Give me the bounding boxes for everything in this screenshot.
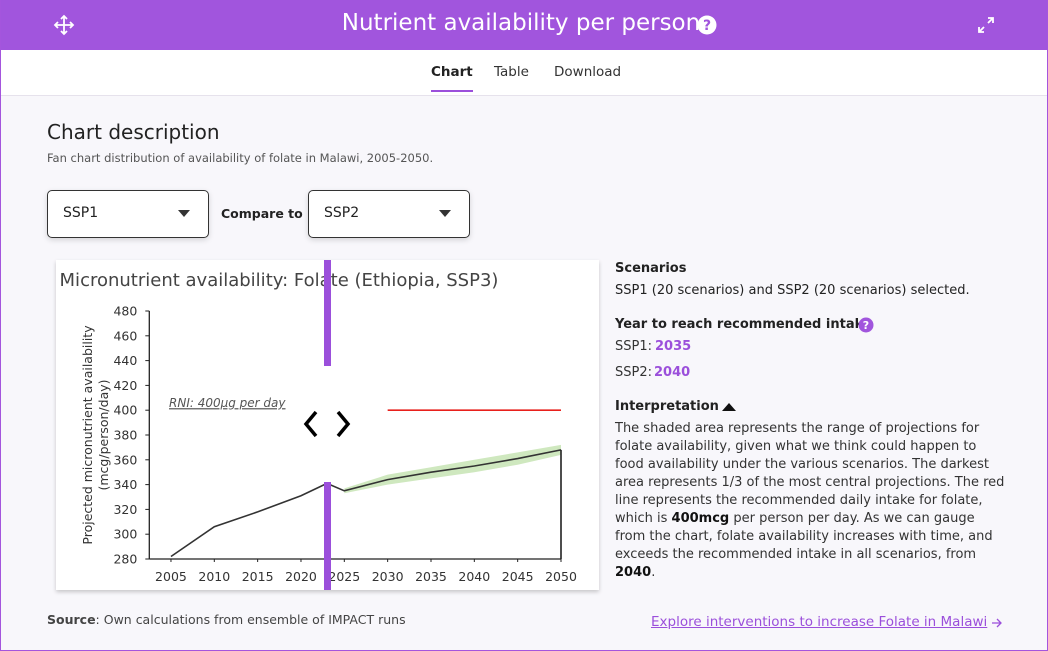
caret — [178, 210, 190, 217]
interpretation-text: The shaded area represents the range of … — [615, 420, 1005, 582]
expand-icon[interactable] — [976, 15, 996, 35]
select-value: SSP2 — [324, 205, 360, 221]
y-tick-label: 460 — [113, 328, 137, 343]
text-run: per person per day. As we can gauge from… — [615, 511, 993, 562]
text-run: The shaded area represents the range of … — [615, 421, 1005, 526]
y-tick-label: 380 — [113, 428, 137, 443]
line — [170, 449, 562, 558]
source: Source: Own calculations from ensemble o… — [47, 612, 406, 627]
y-tick-label: 300 — [113, 527, 137, 542]
description-title: Chart description — [47, 120, 220, 144]
description-text: Fan chart distribution of availability o… — [47, 151, 434, 165]
x-tick-label: 2035 — [415, 569, 447, 584]
year-value: 2035 — [655, 339, 692, 354]
compare-select[interactable]: SSP2 — [308, 190, 470, 238]
svg-text:?: ? — [863, 319, 869, 332]
y-tick-label: 440 — [113, 353, 137, 368]
y-tick-label: 340 — [113, 477, 137, 492]
chart-title: Micronutrient availability: Folate (Ethi… — [60, 270, 499, 291]
y-tick-label: 280 — [113, 552, 137, 567]
y-tick-label: 480 — [113, 304, 137, 319]
collapse-icon[interactable] — [722, 402, 736, 412]
x-tick-label: 2025 — [328, 569, 360, 584]
move-icon[interactable] — [53, 14, 75, 36]
y-tick-label: 400 — [113, 403, 137, 418]
x-tick-label: 2030 — [372, 569, 404, 584]
year-label: SSP1: — [615, 339, 652, 354]
compare-slider[interactable] — [296, 260, 361, 590]
x-tick-label: 2045 — [502, 569, 534, 584]
text-run: 400mcg — [671, 511, 730, 526]
x-tick-label: 2020 — [285, 569, 317, 584]
y-axis-label: (mcg/person/day) — [96, 380, 111, 491]
x-tick-label: 2010 — [198, 569, 230, 584]
help-icon[interactable]: ? — [858, 317, 874, 333]
source-label: Source — [47, 612, 96, 627]
arrow-icon — [992, 618, 1002, 628]
compare-label: Compare to — [221, 206, 303, 221]
y-tick-label: 360 — [113, 452, 137, 467]
scenarios-title: Scenarios — [615, 261, 687, 276]
x-tick-label: 2040 — [458, 569, 490, 584]
tab[interactable]: Table — [494, 64, 529, 80]
year-value: 2040 — [654, 365, 691, 380]
select-value: SSP1 — [63, 205, 99, 221]
tab[interactable]: Download — [554, 64, 622, 80]
interpretation-title: Interpretation — [615, 399, 719, 414]
svg-text:?: ? — [703, 18, 711, 34]
tab-bar: Chart Table Download — [1, 50, 1047, 96]
caret — [439, 210, 451, 217]
scenario-select[interactable]: SSP1 — [47, 190, 209, 238]
x-tick-label: 2050 — [545, 569, 577, 584]
header-title: Nutrient availability per person — [341, 10, 701, 36]
year-label: SSP2: — [615, 365, 652, 380]
scenarios-text: SSP1 (20 scenarios) and SSP2 (20 scenari… — [615, 283, 970, 298]
help-icon[interactable]: ? — [697, 15, 717, 35]
year-title: Year to reach recommended intake — [615, 317, 872, 332]
tab[interactable]: Chart — [431, 64, 473, 92]
text-run: 2040 — [615, 565, 652, 580]
source-text: : Own calculations from ensemble of IMPA… — [95, 612, 406, 627]
x-tick-label: 2015 — [242, 569, 274, 584]
explore-link[interactable]: Explore interventions to increase Folate… — [651, 614, 987, 630]
rni-label: RNI: 400µg per day — [169, 396, 286, 410]
y-tick-label: 420 — [113, 378, 137, 393]
y-tick-label: 320 — [113, 502, 137, 517]
text-run: . — [651, 565, 656, 580]
header-bar: Nutrient availability per person ? — [1, 0, 1047, 50]
link-text[interactable]: Explore interventions to increase Folate… — [651, 614, 988, 630]
x-tick-label: 2005 — [155, 569, 187, 584]
y-axis-label: Projected micronutrient availability — [80, 325, 95, 545]
